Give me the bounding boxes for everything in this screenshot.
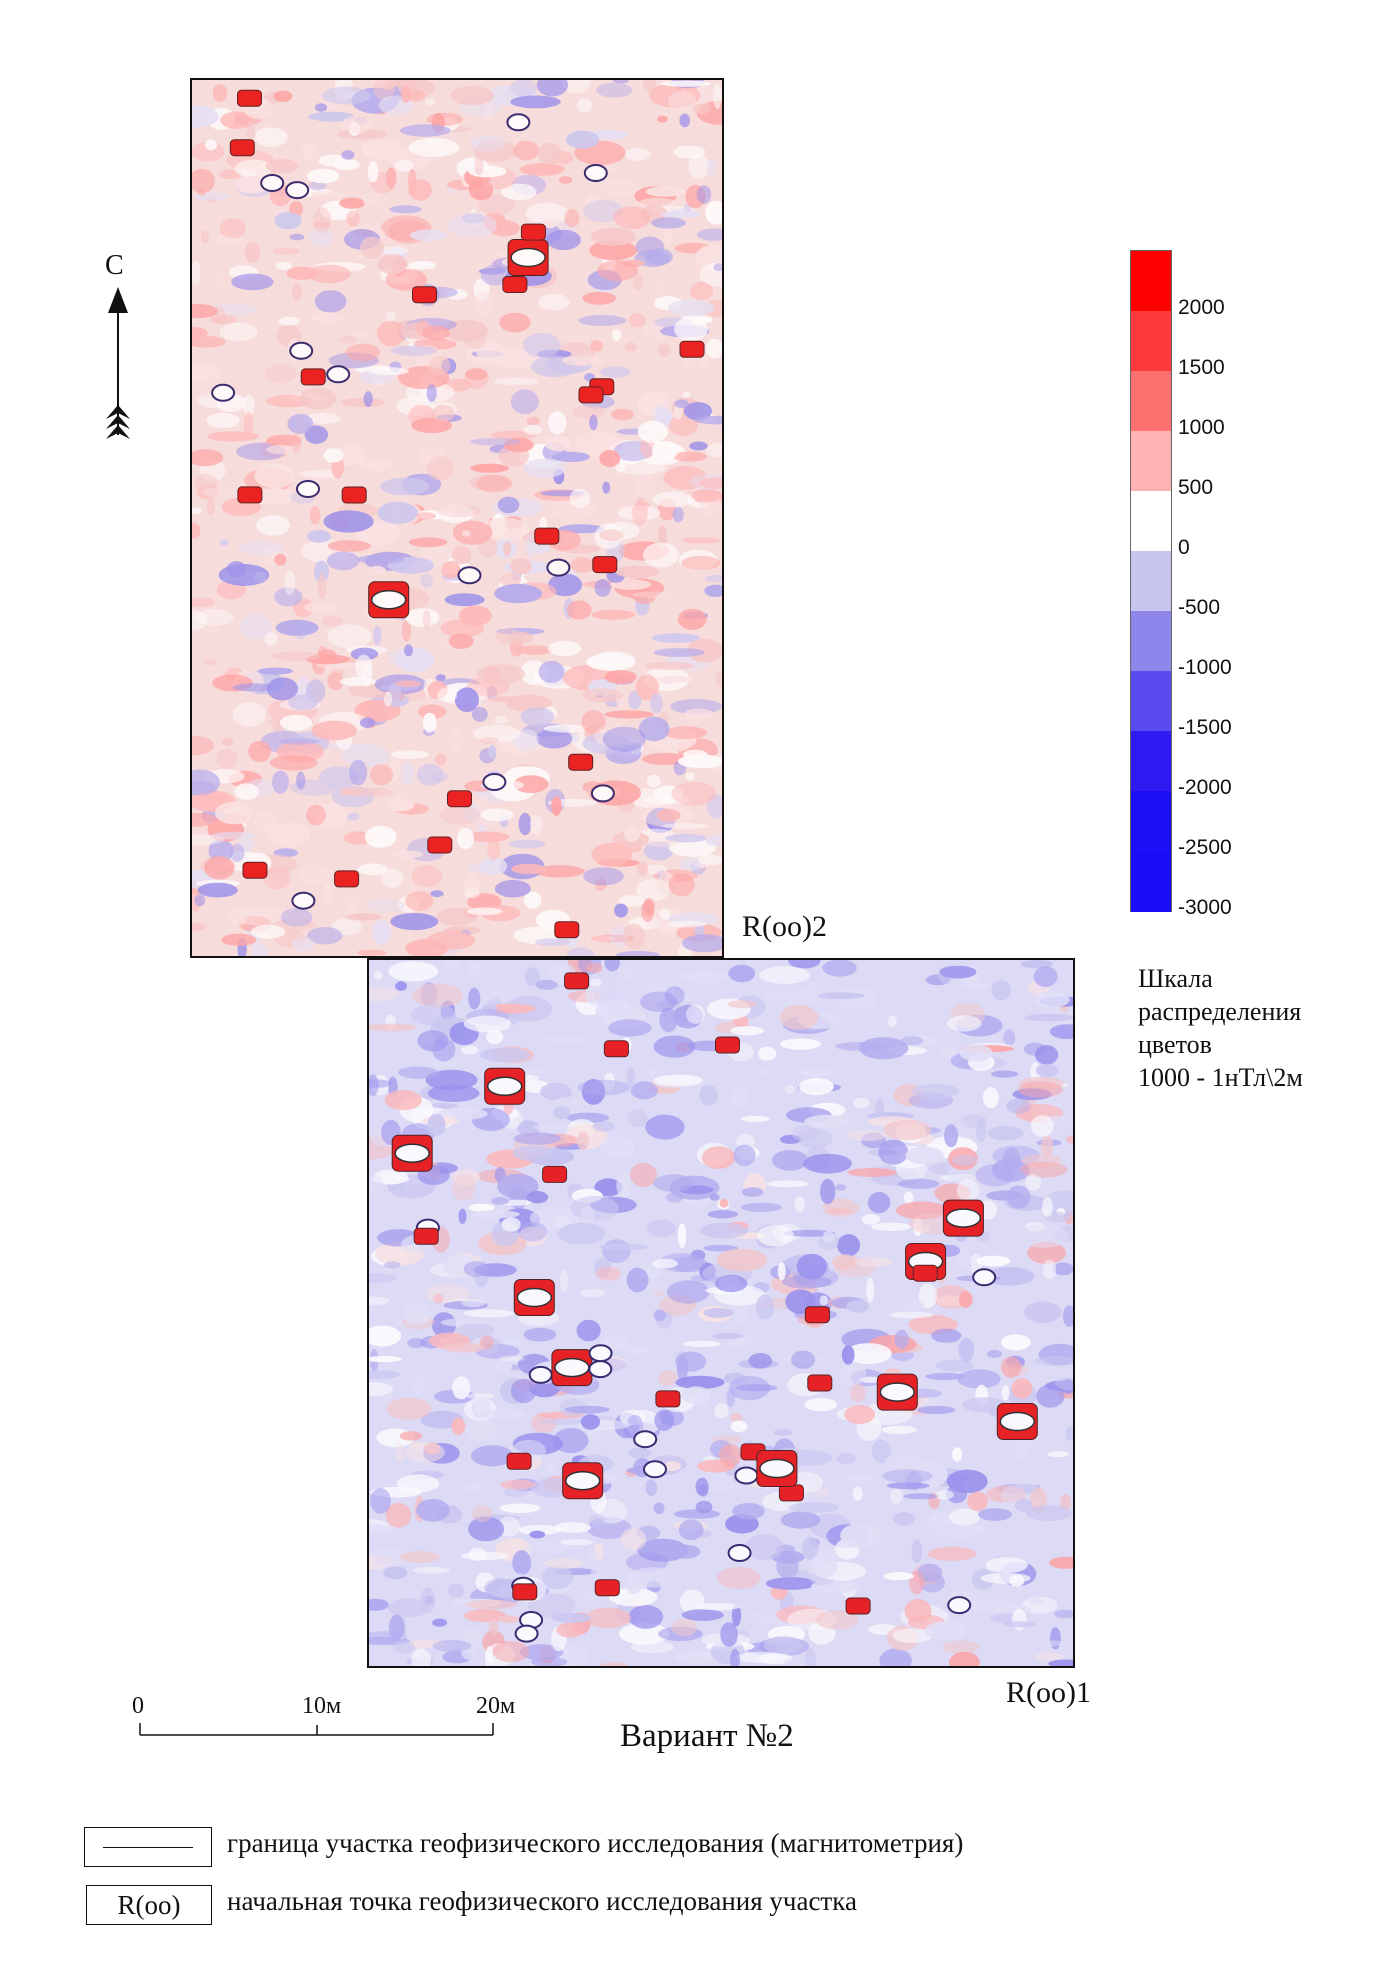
color-scale-label: 1000: [1178, 416, 1225, 439]
color-scale-band: [1131, 431, 1171, 492]
caption-line: распределения: [1138, 997, 1302, 1026]
survey-map-lower: [367, 958, 1075, 1668]
color-scale-caption: Шкала распределения цветов 1000 - 1нТл\2…: [1138, 962, 1303, 1094]
color-scale-label: 1500: [1178, 356, 1225, 379]
scale-bar-line: [139, 1723, 494, 1736]
color-scale-band: [1131, 371, 1171, 432]
color-scale-band: [1131, 851, 1171, 912]
magnetometry-field-lower: [369, 960, 1073, 1666]
color-scale-band: [1131, 791, 1171, 852]
north-label: С: [105, 250, 124, 281]
caption-line: цветов: [1138, 1030, 1212, 1059]
color-scale-label: -500: [1178, 596, 1221, 619]
caption-line: 1000 - 1нТл\2м: [1138, 1063, 1303, 1092]
color-scale-band: [1131, 251, 1171, 312]
caption-line: Шкала: [1138, 964, 1213, 993]
color-scale-label: -2500: [1178, 836, 1232, 859]
color-scale-band: [1131, 551, 1171, 612]
north-arrow-icon: [106, 287, 130, 439]
color-scale-label: 0: [1178, 536, 1190, 559]
color-scale-label: 2000: [1178, 296, 1225, 319]
boundary-symbol: [84, 1827, 212, 1867]
color-scale-label: -1000: [1178, 656, 1232, 679]
color-scale-label: -3000: [1178, 896, 1232, 919]
color-scale-bar: [1130, 250, 1172, 912]
scale-tick-10: 10м: [302, 1693, 342, 1719]
start-point-legend-text: начальная точка геофизического исследова…: [227, 1886, 857, 1916]
variant-title: Вариант №2: [620, 1718, 794, 1754]
color-scale-band: [1131, 491, 1171, 552]
color-scale-band: [1131, 731, 1171, 792]
survey-map-upper: [190, 78, 724, 958]
color-scale-band: [1131, 671, 1171, 732]
start-point-symbol: R(oo): [86, 1885, 212, 1925]
color-scale-band: [1131, 611, 1171, 672]
color-scale-label: -1500: [1178, 716, 1232, 739]
color-scale-band: [1131, 311, 1171, 372]
start-point-label-1: R(oo)1: [1006, 1676, 1091, 1709]
scale-tick-0: 0: [132, 1693, 144, 1719]
color-scale-label: 500: [1178, 476, 1214, 499]
start-point-label-2: R(oo)2: [742, 910, 827, 943]
magnetometry-field-upper: [192, 80, 722, 956]
boundary-legend-text: граница участка геофизического исследова…: [227, 1828, 964, 1858]
scale-tick-20: 20м: [476, 1693, 516, 1719]
color-scale-label: -2000: [1178, 776, 1232, 799]
